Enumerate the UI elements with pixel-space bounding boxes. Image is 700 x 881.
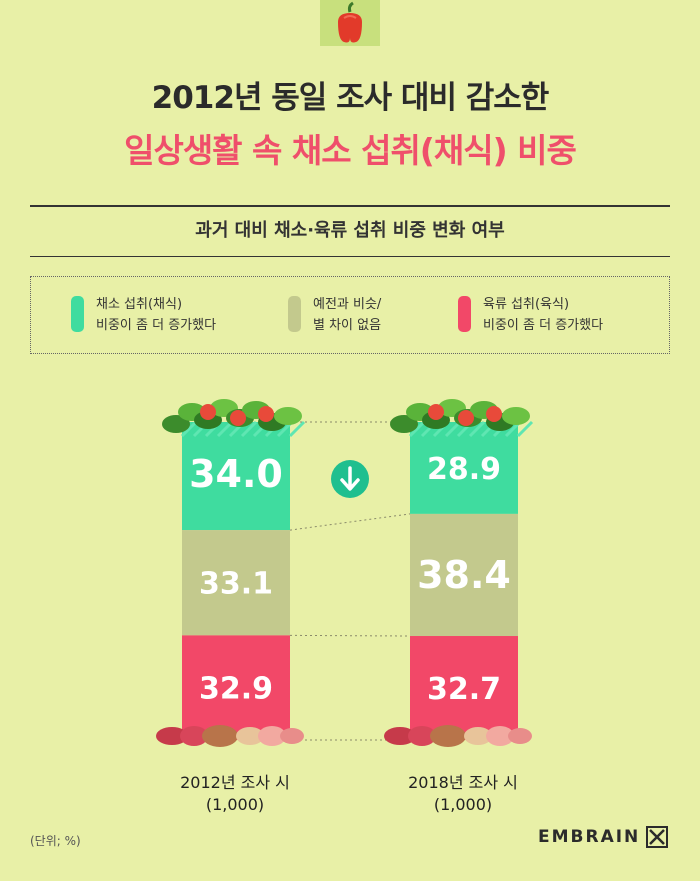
bar-stripe	[468, 420, 486, 438]
salad-icon	[162, 399, 302, 433]
brand-logo: EMBRAIN	[538, 826, 669, 848]
legend-label-line1: 채소 섭취(채식)	[96, 297, 183, 312]
category-name: 2018년 조사 시	[408, 773, 518, 792]
sample-size: (1,000)	[433, 795, 493, 814]
connector-line	[289, 634, 411, 637]
legend-label-line2: 별 차이 없음	[313, 318, 382, 333]
legend-label-line1: 육류 섭취(육식)	[483, 297, 570, 312]
category-label-2012: 2012년 조사 시 (1,000)	[135, 772, 335, 816]
value-label: 32.7	[427, 672, 501, 707]
legend-item-meat: 육류 섭취(육식) 비중이 좀 더 증가했다	[458, 294, 603, 336]
bar-stripe	[216, 420, 234, 438]
legend-item-vegetable: 채소 섭취(채식) 비중이 좀 더 증가했다	[71, 294, 216, 336]
value-label: 28.9	[427, 452, 501, 487]
sample-size: (1,000)	[205, 795, 265, 814]
legend-item-same: 예전과 비슷/ 별 차이 없음	[288, 294, 381, 336]
bar-segment	[410, 513, 518, 637]
legend-box: 채소 섭취(채식) 비중이 좀 더 증가했다 예전과 비슷/ 별 차이 없음 육…	[30, 276, 670, 354]
legend-label-line1: 예전과 비슷/	[313, 297, 382, 312]
brand-name: EMBRAIN	[538, 827, 641, 847]
bar-segment	[410, 636, 518, 740]
bar-segment	[182, 422, 290, 531]
down-arrow-icon	[331, 460, 369, 498]
bar-stripe	[408, 420, 426, 438]
value-label: 38.4	[417, 553, 511, 597]
bar-segment	[410, 422, 518, 514]
bar-stripe	[288, 420, 306, 438]
connector-line	[289, 513, 411, 531]
brand-mark-icon	[646, 826, 669, 848]
stacked-bar-chart: 34.0 33.1 32.9 28.9 38.4 32.7	[156, 399, 534, 747]
value-label: 32.9	[199, 672, 273, 707]
bar-stripe	[240, 420, 258, 438]
value-label: 34.0	[189, 452, 283, 496]
bottom-rule	[30, 256, 670, 257]
salad-icon	[390, 399, 530, 433]
unit-label: (단위; %)	[30, 834, 81, 848]
value-label: 33.1	[199, 567, 273, 602]
pepper-tab	[320, 0, 380, 46]
title-line-1: 2012년 동일 조사 대비 감소한	[151, 80, 550, 116]
meat-icon	[156, 725, 304, 747]
top-rule	[30, 205, 670, 207]
bar-stripe	[516, 420, 534, 438]
legend-label-line2: 비중이 좀 더 증가했다	[483, 318, 604, 333]
legend-swatch-meat	[458, 296, 471, 332]
legend-swatch-vegetable	[71, 296, 84, 332]
title-line-2: 일상생활 속 채소 섭취(채식) 비중	[124, 131, 577, 170]
bar-stripe	[444, 420, 462, 438]
bar-stripe	[180, 420, 198, 438]
legend-label-line2: 비중이 좀 더 증가했다	[96, 318, 217, 333]
legend-swatch-same	[288, 296, 301, 332]
chart-subtitle: 과거 대비 채소·육류 섭취 비중 변화 여부	[195, 220, 505, 241]
bell-pepper-icon	[338, 1, 362, 43]
meat-icon	[384, 725, 532, 747]
bar-segment	[182, 635, 290, 740]
category-label-2018: 2018년 조사 시 (1,000)	[363, 772, 563, 816]
category-name: 2012년 조사 시	[180, 773, 290, 792]
bar-segment	[182, 530, 290, 636]
